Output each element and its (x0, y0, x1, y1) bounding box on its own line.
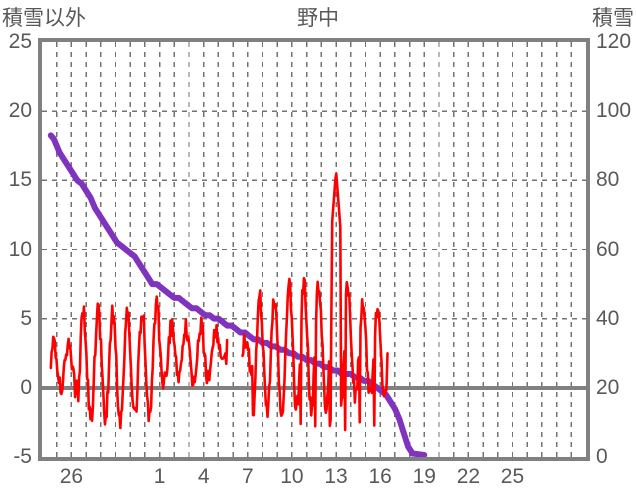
left-axis-tick: 10 (8, 237, 32, 261)
x-axis-tick: 10 (280, 465, 304, 488)
left-axis-tick: -5 (13, 445, 32, 468)
data-lines (47, 132, 428, 457)
x-axis-tick: 13 (324, 465, 348, 488)
left-axis-tick: 20 (8, 99, 32, 123)
chart-title: 野中 (297, 7, 339, 30)
right-axis-tick: 60 (596, 237, 620, 261)
x-axis-tick: 26 (59, 465, 84, 488)
x-axis-tick: 4 (197, 465, 210, 488)
right-axis-caption: 積雪 (592, 7, 634, 30)
x-axis-tick: 19 (412, 465, 436, 488)
plot-area (38, 38, 590, 461)
left-axis-tick: 25 (8, 30, 32, 53)
right-axis-tick: 20 (596, 375, 620, 399)
plot-inner (42, 42, 586, 457)
right-axis-tick: 80 (596, 168, 620, 192)
left-axis-tick: 0 (20, 375, 32, 399)
right-axis-tick: 0 (596, 445, 608, 468)
right-axis-tick: 40 (596, 306, 620, 330)
right-axis-tick: 100 (596, 99, 632, 123)
x-axis-tick: 25 (500, 465, 525, 488)
x-axis-tick: 1 (153, 465, 166, 488)
x-axis-tick: 22 (456, 465, 481, 488)
right-axis-tick: 120 (596, 30, 632, 53)
x-axis-tick: 7 (241, 465, 254, 488)
x-axis-tick: 16 (368, 465, 392, 488)
left-axis-tick: 5 (20, 306, 32, 330)
left-axis-caption: 積雪以外 (2, 7, 86, 30)
left-axis-tick: 15 (8, 168, 32, 192)
